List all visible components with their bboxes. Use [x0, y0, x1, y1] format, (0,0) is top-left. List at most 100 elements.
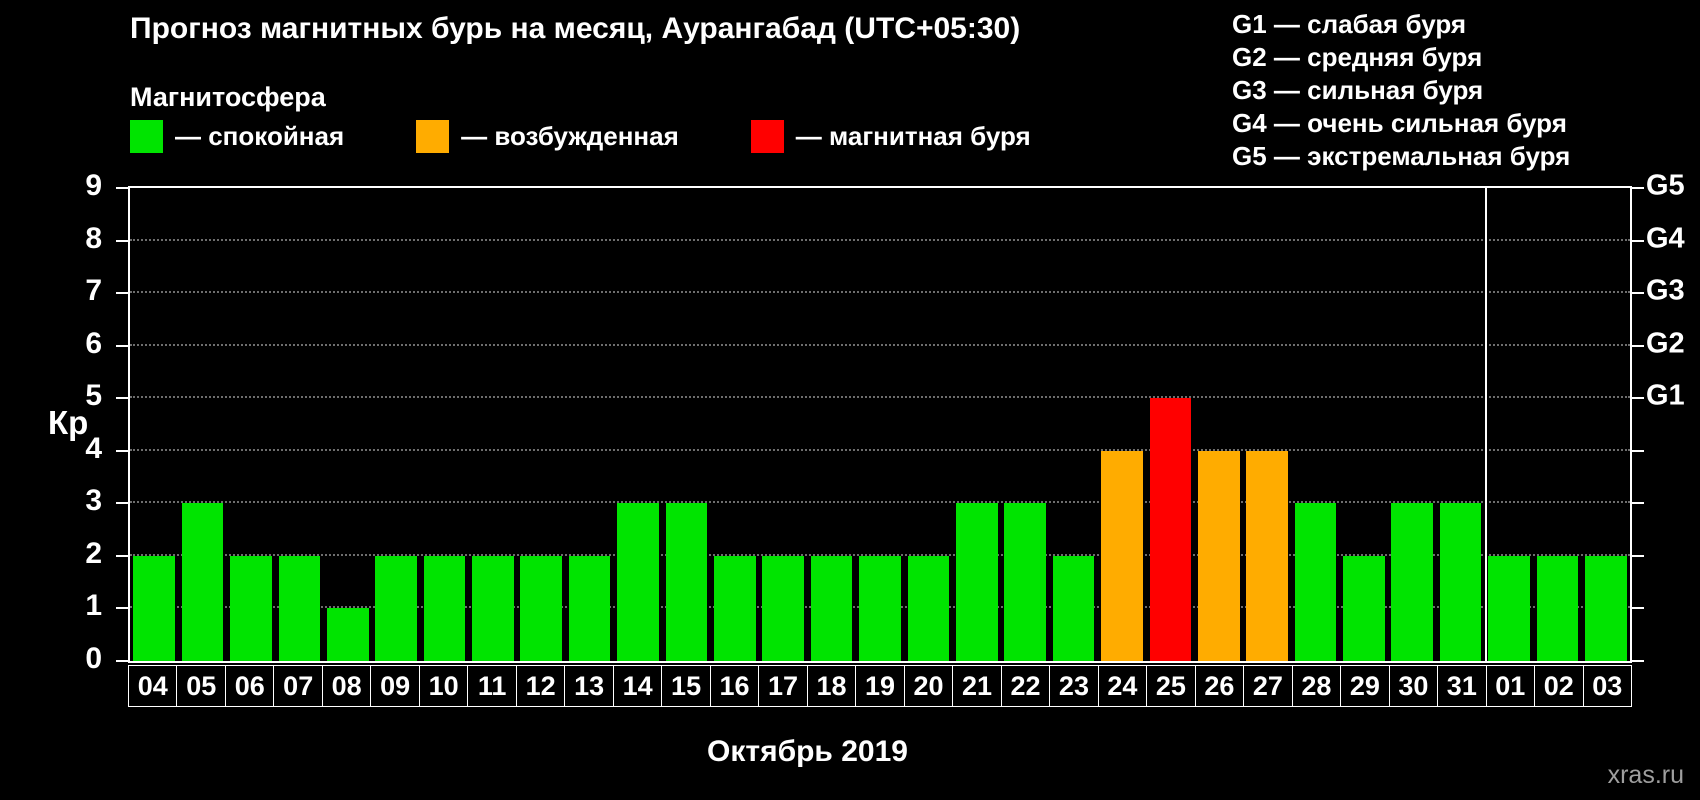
bar-day-02 [1536, 555, 1579, 661]
day-label-13: 13 [564, 665, 614, 707]
day-label-21: 21 [952, 665, 1002, 707]
storm-scale-item-g2: G2 — средняя буря [1232, 42, 1483, 72]
legend-item-excited: — возбужденная [416, 120, 679, 153]
g-axis-labels: G5 G4 G3 G2 G1 [1646, 170, 1700, 659]
y-tick-mark-right [1632, 239, 1644, 242]
bar-day-28 [1294, 503, 1337, 661]
bar-day-17 [762, 555, 805, 661]
bar-day-29 [1343, 555, 1385, 661]
day-label-01: 01 [1485, 665, 1536, 707]
day-label-03: 03 [1582, 665, 1633, 707]
y-tick-mark-right [1632, 187, 1644, 189]
y-tick-mark-right [1632, 607, 1644, 610]
legend-label-excited: — возбужденная [461, 121, 679, 151]
bar-day-11 [472, 555, 514, 661]
storm-scale-item-g4: G4 — очень сильная буря [1232, 108, 1567, 138]
month-separator [1484, 188, 1487, 661]
legend-label-storm: — магнитная буря [795, 121, 1031, 151]
g-scale-tick-g3: G3 [1646, 274, 1685, 307]
y-tick-mark-left [116, 239, 128, 242]
legend-swatch-storm [750, 120, 784, 153]
y-tick-mark-right [1632, 502, 1644, 505]
y-tick-mark-left [116, 607, 128, 610]
y-tick-label-7: 7 [85, 274, 102, 308]
y-tick-mark-left [116, 660, 128, 662]
day-label-31: 31 [1437, 665, 1487, 707]
day-label-22: 22 [1000, 665, 1051, 707]
gridline-7 [130, 291, 1630, 294]
day-label-25: 25 [1146, 665, 1196, 707]
y-tick-label-2: 2 [85, 536, 102, 570]
day-label-26: 26 [1194, 665, 1245, 707]
bar-day-13 [568, 555, 611, 661]
bar-day-15 [665, 503, 708, 661]
bar-day-01 [1488, 555, 1530, 661]
month-label: Октябрь 2019 [707, 735, 908, 768]
day-label-20: 20 [903, 665, 954, 707]
storm-scale-item-g5: G5 — экстремальная буря [1232, 141, 1571, 171]
y-tick-label-4: 4 [85, 431, 102, 465]
day-label-27: 27 [1243, 665, 1293, 707]
bar-day-05 [181, 503, 224, 661]
g-scale-tick-g4: G4 [1646, 222, 1685, 255]
bar-day-10 [423, 555, 466, 661]
bar-day-19 [859, 555, 901, 661]
bar-day-23 [1052, 555, 1095, 661]
bar-day-24 [1101, 450, 1143, 661]
day-label-10: 10 [418, 665, 469, 707]
gridline-6 [130, 343, 1630, 346]
y-tick-label-1: 1 [85, 589, 102, 623]
storm-scale-item-g1: G1 — слабая буря [1232, 9, 1467, 39]
y-tick-label-6: 6 [85, 326, 102, 360]
day-label-28: 28 [1291, 665, 1342, 707]
day-label-04: 04 [128, 665, 178, 707]
watermark: xras.ru [1607, 761, 1684, 789]
y-tick-label-8: 8 [85, 221, 102, 255]
y-tick-mark-left [116, 449, 128, 452]
gridline-3 [130, 501, 1630, 504]
bar-day-14 [617, 503, 659, 661]
y-tick-label-0: 0 [85, 642, 102, 675]
g-scale-tick-g5: G5 [1646, 169, 1685, 202]
bar-day-18 [810, 555, 853, 661]
bar-day-06 [230, 555, 272, 661]
legend-label-quiet: — спокойная [175, 121, 345, 151]
bar-day-09 [375, 555, 417, 661]
bar-day-21 [955, 503, 998, 661]
y-tick-mark-left [116, 554, 128, 557]
y-tick-mark-left [116, 344, 128, 347]
day-label-11: 11 [467, 665, 517, 707]
chart-title: Прогноз магнитных бурь на месяц, Ауранга… [130, 12, 1021, 45]
day-label-23: 23 [1049, 665, 1099, 707]
day-label-19: 19 [855, 665, 905, 707]
day-label-17: 17 [758, 665, 808, 707]
day-label-29: 29 [1340, 665, 1390, 707]
day-label-05: 05 [176, 665, 226, 707]
day-label-18: 18 [806, 665, 857, 707]
bar-day-12 [520, 555, 563, 661]
y-tick-mark-right [1632, 554, 1644, 557]
y-axis-labels: 0 1 2 3 4 5 6 7 8 9 [0, 169, 118, 675]
legend-item-storm: — магнитная буря [750, 120, 1031, 153]
y-tick-mark-right [1632, 344, 1644, 347]
legend-title: Магнитосфера [130, 82, 326, 112]
day-label-14: 14 [612, 665, 663, 707]
day-label-06: 06 [224, 665, 275, 707]
y-tick-mark-right [1632, 660, 1644, 662]
gridline-5 [130, 396, 1630, 399]
bar-day-25 [1149, 398, 1192, 661]
bar-day-08 [326, 608, 369, 661]
bar-day-03 [1585, 555, 1627, 661]
day-label-15: 15 [661, 665, 711, 707]
y-tick-label-5: 5 [85, 379, 102, 413]
day-label-12: 12 [515, 665, 566, 707]
day-label-30: 30 [1388, 665, 1439, 707]
bar-day-30 [1391, 503, 1434, 661]
y-tick-mark-left [116, 187, 128, 189]
bar-day-16 [714, 555, 756, 661]
y-tick-mark-left [116, 397, 128, 400]
bar-day-31 [1439, 503, 1482, 661]
gridline-8 [130, 238, 1630, 241]
day-label-08: 08 [321, 665, 372, 707]
day-label-16: 16 [709, 665, 760, 707]
